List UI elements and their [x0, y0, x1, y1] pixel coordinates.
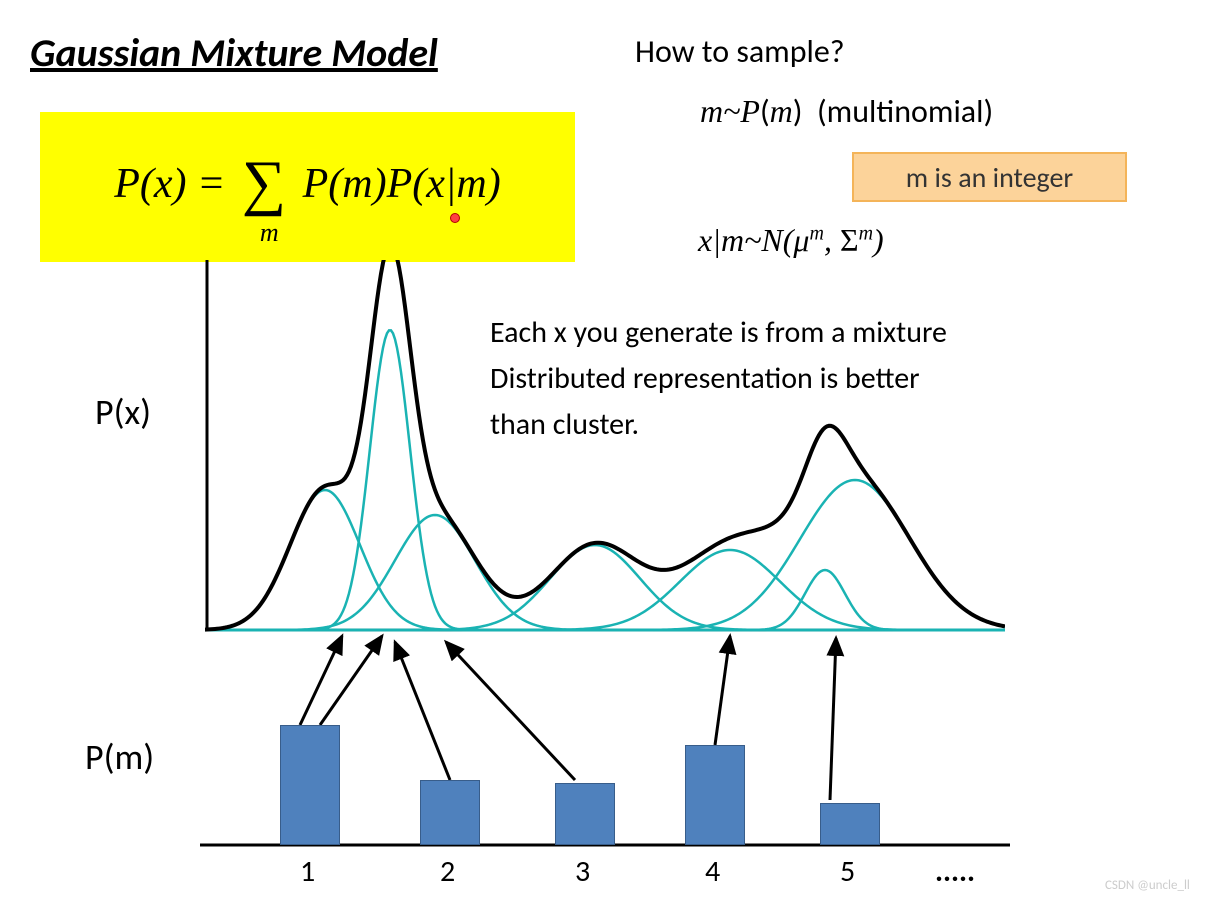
watermark: CSDN @uncle_ll [1105, 878, 1190, 893]
bar-tick-label: 1 [300, 853, 315, 890]
bar-tick-label: 5 [840, 853, 855, 890]
pm-bar [555, 783, 615, 845]
bar-tick-label: 3 [575, 853, 590, 890]
pm-bar [420, 780, 480, 845]
bar-tick-label: 2 [440, 853, 455, 890]
pm-bar [685, 745, 745, 845]
bar-tick-label: 4 [705, 853, 720, 890]
bar-ellipsis: ..... [935, 853, 975, 890]
pm-bar [820, 803, 880, 845]
bar-axis [0, 0, 1220, 900]
pm-bar [280, 725, 340, 845]
